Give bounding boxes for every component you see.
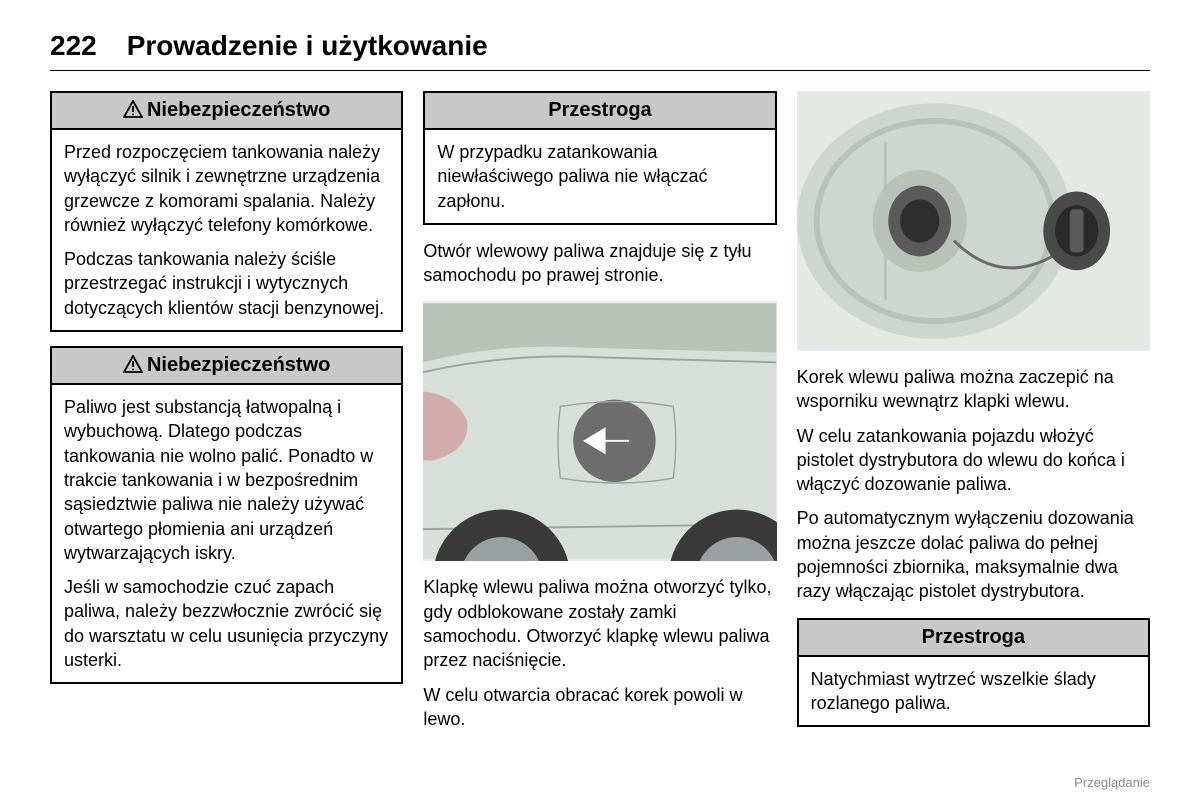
danger-box-1-p2: Podczas tankowania należy ściśle przestr…	[64, 247, 389, 320]
figure-fuel-cap	[797, 91, 1150, 351]
page-number: 222	[50, 30, 97, 62]
col3-text-3-p: Po automatycznym wyłączeniu dozowania mo…	[797, 506, 1150, 603]
danger-box-2-title: Niebezpieczeństwo	[147, 354, 330, 377]
page: 222 Prowadzenie i użytkowanie Niebezpiec…	[0, 0, 1200, 802]
footer-mode-label: Przeglądanie	[1074, 775, 1150, 790]
danger-box-2-header: Niebezpieczeństwo	[52, 348, 401, 385]
warning-triangle-icon	[123, 355, 143, 376]
col3-text-2-p: W celu zatankowania pojazdu włożyć pisto…	[797, 424, 1150, 497]
caution-box-2-p1: Natychmiast wytrzeć wszelkie ślady rozla…	[811, 667, 1136, 716]
danger-box-1-body: Przed rozpoczęciem tankowania należy wył…	[52, 130, 401, 330]
warning-triangle-icon	[123, 100, 143, 121]
col2-text-2: Klapkę wlewu paliwa można otworzyć tylko…	[423, 575, 776, 731]
columns: Niebezpieczeństwo Przed rozpoczęciem tan…	[50, 91, 1150, 782]
chapter-title: Prowadzenie i użytkowanie	[127, 30, 488, 62]
col2-text-3-p: W celu otwarcia obracać korek powoli w l…	[423, 683, 776, 732]
danger-box-2-p1: Paliwo jest substancją łatwopalną i wybu…	[64, 395, 389, 565]
caution-box-1-body: W przypadku zatankowania niewłaściwego p…	[425, 130, 774, 223]
col2-text-1: Otwór wlewowy paliwa znajduje się z tyłu…	[423, 239, 776, 288]
danger-box-2-body: Paliwo jest substancją łatwopalną i wybu…	[52, 385, 401, 682]
danger-box-1-title: Niebezpieczeństwo	[147, 99, 330, 122]
column-3: Korek wlewu paliwa można zaczepić na wsp…	[797, 91, 1150, 782]
page-header: 222 Prowadzenie i użytkowanie	[50, 30, 1150, 62]
col2-text-2-p: Klapkę wlewu paliwa można otworzyć tylko…	[423, 575, 776, 672]
fuel-cap-figure-svg	[797, 91, 1150, 351]
figure-fuel-flap	[423, 301, 776, 561]
column-2: Przestroga W przypadku zatankowania niew…	[423, 91, 776, 782]
danger-box-2: Niebezpieczeństwo Paliwo jest substancją…	[50, 346, 403, 684]
danger-box-1-p1: Przed rozpoczęciem tankowania należy wył…	[64, 140, 389, 237]
caution-box-2-body: Natychmiast wytrzeć wszelkie ślady rozla…	[799, 657, 1148, 726]
col3-text-1-p: Korek wlewu paliwa można zaczepić na wsp…	[797, 365, 1150, 414]
fuel-flap-figure-svg	[423, 301, 776, 561]
caution-box-2: Przestroga Natychmiast wytrzeć wszelkie …	[797, 618, 1150, 728]
caution-box-1-header: Przestroga	[425, 93, 774, 130]
danger-box-1-header: Niebezpieczeństwo	[52, 93, 401, 130]
header-divider	[50, 70, 1150, 71]
col3-text: Korek wlewu paliwa można zaczepić na wsp…	[797, 365, 1150, 604]
caution-box-1-p1: W przypadku zatankowania niewłaściwego p…	[437, 140, 762, 213]
caution-box-1-title: Przestroga	[548, 99, 651, 122]
caution-box-2-header: Przestroga	[799, 620, 1148, 657]
caution-box-2-title: Przestroga	[922, 626, 1025, 649]
caution-box-1: Przestroga W przypadku zatankowania niew…	[423, 91, 776, 225]
danger-box-2-p2: Jeśli w samochodzie czuć zapach paliwa, …	[64, 575, 389, 672]
column-1: Niebezpieczeństwo Przed rozpoczęciem tan…	[50, 91, 403, 782]
col2-text-1-p: Otwór wlewowy paliwa znajduje się z tyłu…	[423, 239, 776, 288]
danger-box-1: Niebezpieczeństwo Przed rozpoczęciem tan…	[50, 91, 403, 332]
